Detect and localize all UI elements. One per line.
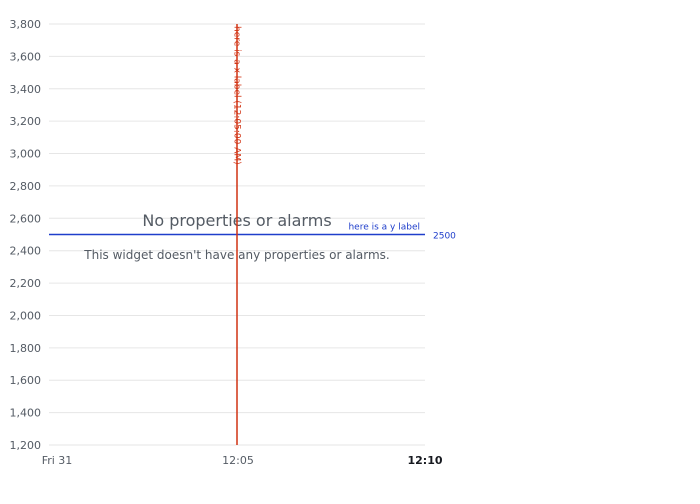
y-tick-label: 1,600 bbox=[10, 374, 42, 387]
y-tick-label: 1,400 bbox=[10, 407, 42, 420]
y-tick-label: 2,600 bbox=[10, 212, 42, 225]
y-tick-label: 3,400 bbox=[10, 83, 42, 96]
y-tick-label: 3,000 bbox=[10, 148, 42, 161]
y-tick-label: 3,800 bbox=[10, 18, 42, 31]
y-tick-label: 2,200 bbox=[10, 277, 42, 290]
x-tick-label: 12:10 bbox=[407, 454, 442, 467]
y-tick-label: 3,200 bbox=[10, 115, 42, 128]
y-axis: 1,200 1,400 1,600 1,800 2,000 2,200 2,400 2,600… bbox=[10, 18, 42, 452]
y-tick-label: 1,200 bbox=[10, 439, 42, 452]
y-tick-label: 2,800 bbox=[10, 180, 42, 193]
x-tick-label: 12:05 bbox=[222, 454, 254, 467]
x-threshold-label: here is a x label (12:05:00 AM) bbox=[231, 26, 241, 165]
y-tick-label: 2,000 bbox=[10, 309, 42, 322]
y-tick-label: 1,800 bbox=[10, 342, 42, 355]
x-axis: Fri 31 12:05 12:10 bbox=[42, 454, 443, 467]
y-threshold-label: here is a y label bbox=[348, 223, 420, 233]
threshold-layer: here is a y label 2500 here is a x label (… bbox=[49, 24, 456, 445]
x-tick-label: Fri 31 bbox=[42, 454, 73, 467]
y-tick-label: 3,600 bbox=[10, 50, 42, 63]
y-threshold-value: 2500 bbox=[433, 232, 456, 242]
y-tick-label: 2,400 bbox=[10, 245, 42, 258]
